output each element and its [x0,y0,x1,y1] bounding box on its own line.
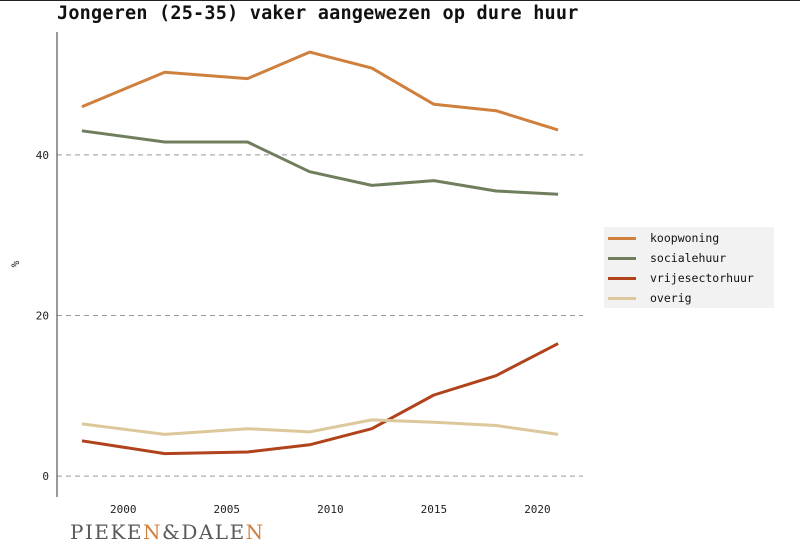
brand-text-pieke: PIEKE [70,520,143,544]
y-axis-label: % [9,260,22,267]
series-lines [81,50,559,456]
series-line-overig [81,418,559,436]
legend-label: socialehuur [650,251,727,265]
legend-label: vrijesectorhuur [650,271,754,285]
brand-text-dale: DALE [181,520,246,544]
legend-item-vrijesectorhuur: vrijesectorhuur [604,268,774,288]
y-tick-label: 0 [42,470,49,483]
brand-accent-n1: N [143,520,162,544]
legend: koopwoning socialehuur vrijesectorhuur over… [604,227,774,308]
brand-logo: PIEKEN&DALEN [70,520,265,544]
legend-label: koopwoning [650,231,720,245]
series-line-socialehuur [81,129,559,196]
x-tick-label: 2005 [214,503,241,516]
brand-ampersand: & [162,520,182,544]
x-tick-label: 2000 [110,503,137,516]
legend-item-koopwoning: koopwoning [604,228,774,248]
legend-label: overig [650,291,692,305]
top-rule [0,0,800,1]
series-line-koopwoning [81,50,559,132]
gridlines [57,154,583,477]
x-tick-label: 2010 [317,503,344,516]
legend-item-socialehuur: socialehuur [604,248,774,268]
chart-title: Jongeren (25-35) vaker aangewezen op dur… [57,3,579,24]
x-tick-label: 2020 [524,503,551,516]
legend-swatch [608,237,636,240]
legend-swatch [608,297,636,300]
legend-swatch [608,277,636,280]
legend-item-overig: overig [604,288,774,308]
y-tick-label: 20 [36,309,49,322]
legend-swatch [608,257,636,260]
series-line-vrijesectorhuur [81,342,559,456]
y-tick-label: 40 [36,149,49,162]
tick-labels: 0 20 40 2000 2005 2010 2015 2020 [36,149,551,516]
x-tick-label: 2015 [421,503,448,516]
brand-accent-n2: N [245,520,265,544]
